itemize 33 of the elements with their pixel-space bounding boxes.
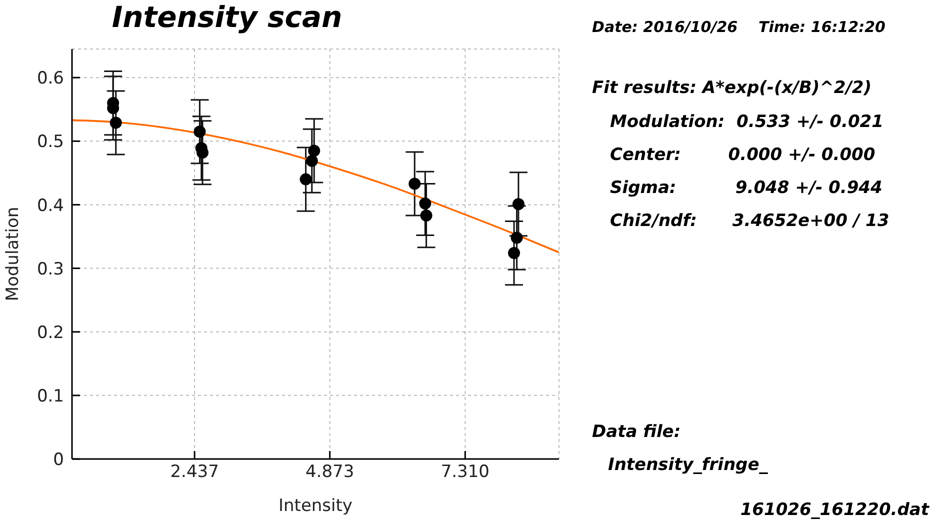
text: Intensity_fringe_ [608,455,768,475]
chart-title: Intensity scan [110,0,344,34]
point [110,116,122,129]
point [300,173,312,186]
text: Fit results: A*exp(-(x/B)^2/2) [592,78,872,98]
text: Sigma: 9.048 +/- 0.944 [610,178,882,198]
y-tick-label: 0.1 [36,386,64,406]
text: Modulation: 0.533 +/- 0.021 [610,112,884,132]
text: Chi2/ndf: 3.4652e+00 / 13 [610,211,890,231]
y-tick-label: 0.2 [36,322,64,343]
x-axis-title: Intensity [278,496,352,516]
text: Date: 2016/10/26 Time: 16:12:20 [592,18,886,36]
text: Center: 0.000 +/- 0.000 [610,145,876,165]
text: 161026_161220.dat [740,500,929,520]
y-axis-title: Modulation [3,206,24,302]
y-tick-label: 0.4 [36,196,64,216]
y-tick-label: 0.3 [36,259,64,280]
x-tick-label: 7.310 [440,462,490,482]
point [510,232,523,244]
point [419,197,432,210]
point [306,154,318,167]
point [408,178,421,190]
point [420,210,432,222]
point [508,247,520,260]
y-tick-label: 0 [53,450,64,470]
x-tick-label: 2.437 [170,462,219,482]
y-tick-label: 0.5 [36,132,64,152]
point [308,144,320,157]
point [194,126,206,138]
text: Data file: [592,422,681,442]
point [512,198,524,210]
y-tick-label: 0.6 [36,68,64,89]
x-tick-label: 4.873 [305,462,354,482]
